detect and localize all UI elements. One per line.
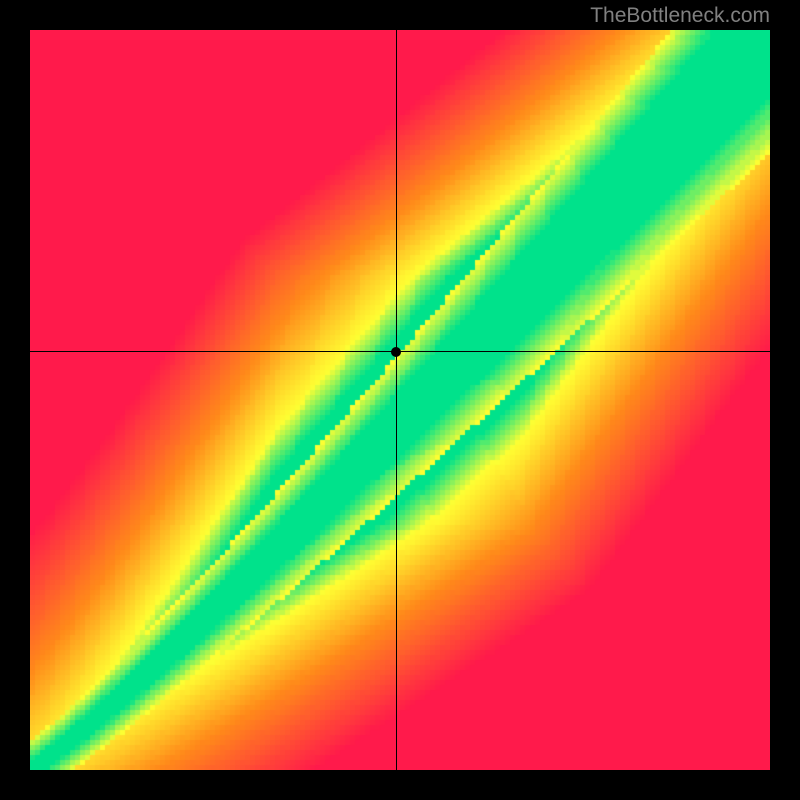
heatmap-canvas	[30, 30, 770, 770]
crosshair-vertical	[396, 30, 397, 770]
chart-container: TheBottleneck.com	[0, 0, 800, 800]
watermark-text: TheBottleneck.com	[590, 4, 770, 28]
